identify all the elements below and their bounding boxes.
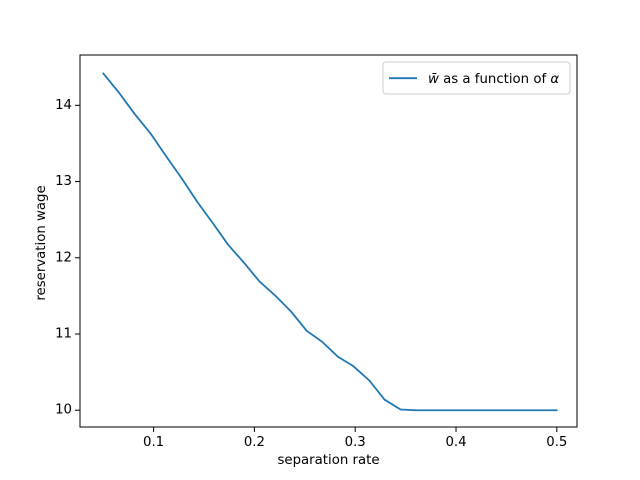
y-axis-label: reservation wage xyxy=(34,185,49,300)
legend-box xyxy=(382,61,571,95)
x-tick-label: 0.5 xyxy=(546,435,567,450)
y-tick-label: 14 xyxy=(55,98,72,113)
x-tick-label: 0.3 xyxy=(345,435,366,450)
y-tick-label: 12 xyxy=(55,250,72,265)
y-tick-label: 13 xyxy=(55,174,72,189)
legend-entry-label: w̄ as a function of α xyxy=(428,72,559,87)
x-tick-label: 0.1 xyxy=(143,435,164,450)
x-axis-label: separation rate xyxy=(277,453,379,468)
y-tick-label: 11 xyxy=(55,327,72,342)
reservation-wage-line xyxy=(102,72,558,412)
y-tick-label: 10 xyxy=(55,403,72,418)
legend: w̄ as a function of α xyxy=(382,61,571,95)
x-tick-label: 0.2 xyxy=(244,435,265,450)
x-tick-label: 0.4 xyxy=(445,435,466,450)
axes-spines xyxy=(79,54,578,428)
